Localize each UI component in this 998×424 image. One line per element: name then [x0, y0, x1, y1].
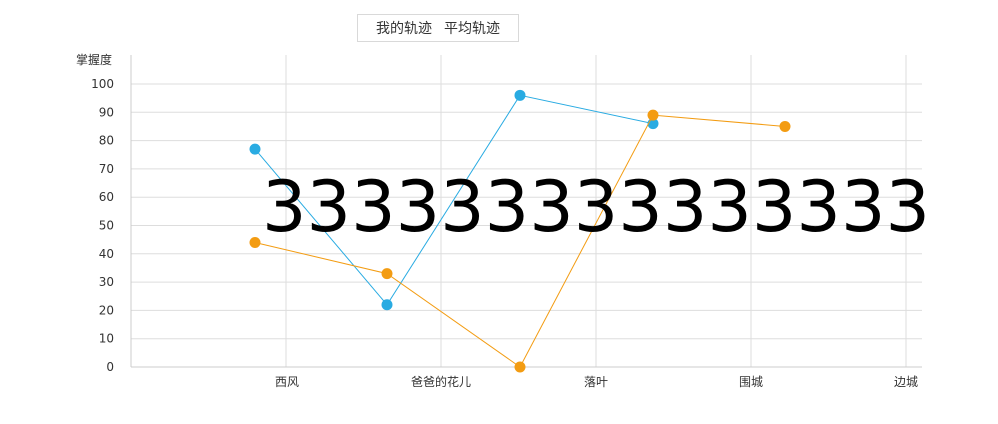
legend: 我的轨迹 平均轨迹: [357, 14, 519, 42]
data-point[interactable]: [249, 143, 261, 155]
y-tick-label: 70: [99, 162, 114, 176]
x-tick-label: 爸爸的花儿: [411, 374, 471, 389]
y-tick-label: 30: [99, 275, 114, 289]
y-axis-title: 掌握度: [76, 53, 113, 67]
x-tick-label: 落叶: [584, 375, 608, 389]
y-tick-label: 40: [99, 247, 114, 261]
y-tick-label: 0: [106, 360, 114, 374]
y-tick-label: 50: [99, 219, 114, 233]
series-line: [254, 94, 654, 306]
y-tick-label: 20: [99, 303, 114, 317]
series-my-trajectory: [249, 89, 659, 311]
y-tick-label: 100: [91, 77, 114, 91]
series-average-trajectory: [249, 109, 791, 373]
legend-item-average-trajectory[interactable]: 平均轨迹: [444, 21, 500, 37]
x-tick-label: 围城: [739, 375, 763, 389]
overlay-number-text: 333333333333333: [262, 166, 931, 248]
data-point[interactable]: [381, 299, 393, 311]
x-tick-label: 边城: [894, 375, 918, 389]
y-tick-label: 90: [99, 105, 114, 119]
data-point[interactable]: [514, 89, 526, 101]
data-point[interactable]: [249, 236, 261, 248]
y-tick-label: 60: [99, 190, 114, 204]
data-point[interactable]: [647, 109, 659, 121]
x-tick-label: 西风: [275, 375, 299, 389]
data-point[interactable]: [381, 268, 393, 280]
data-point[interactable]: [779, 120, 791, 132]
data-point[interactable]: [514, 361, 526, 373]
legend-item-my-trajectory[interactable]: 我的轨迹: [376, 21, 432, 37]
y-tick-label: 80: [99, 134, 114, 148]
y-tick-label: 10: [99, 332, 114, 346]
